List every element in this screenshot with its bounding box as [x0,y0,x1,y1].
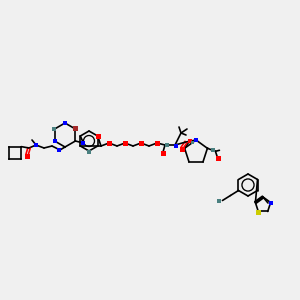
Bar [34,143,38,147]
Bar [52,139,57,143]
Bar [218,199,221,203]
Bar [160,151,166,155]
Bar [179,146,184,152]
Bar [57,148,61,152]
Bar [188,139,192,143]
Bar [106,140,112,146]
Bar [73,125,78,130]
Bar [174,144,178,148]
Bar [96,134,101,139]
Bar [122,140,128,146]
Bar [212,148,215,152]
Bar [139,140,143,146]
Bar [216,156,221,161]
Bar [194,138,198,142]
Bar [25,154,29,158]
Bar [154,140,160,146]
Bar [256,210,261,215]
Bar [81,141,86,145]
Bar [63,121,67,125]
Bar [52,127,56,131]
Bar [165,143,169,147]
Bar [268,200,273,205]
Bar [191,141,194,144]
Bar [87,150,91,154]
